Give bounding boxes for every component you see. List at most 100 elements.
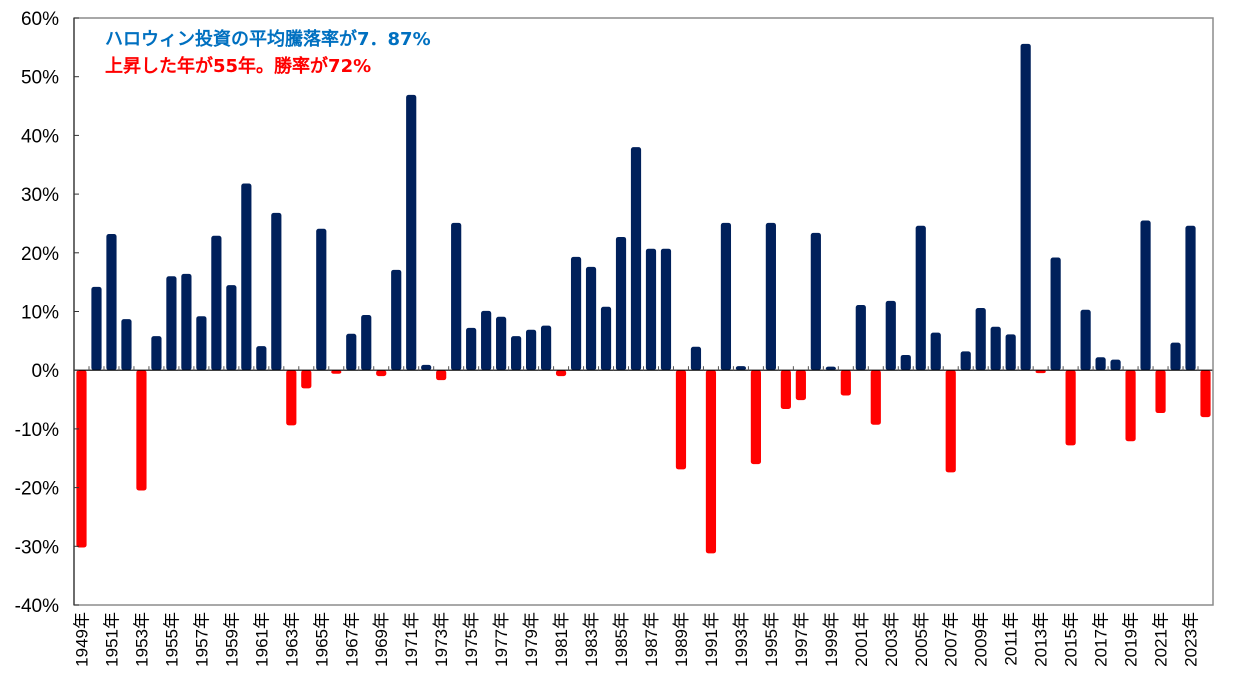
bar-1964 [301, 370, 312, 389]
bar-1996 [780, 370, 791, 409]
bar-1994 [750, 370, 761, 465]
x-tick-label: 2005年 [912, 612, 931, 667]
y-tick-label: -10% [15, 420, 59, 441]
bar-2001 [855, 305, 866, 371]
bar-1974 [451, 222, 462, 371]
bar-1975 [466, 327, 477, 371]
x-tick-label: 2007年 [942, 612, 961, 667]
x-tick-label: 2009年 [972, 612, 991, 667]
bar-1977 [496, 316, 507, 371]
x-tick-label: 1981年 [552, 612, 571, 667]
x-tick-label: 1969年 [372, 612, 391, 667]
bar-1971 [406, 94, 417, 371]
x-tick-label: 2015年 [1062, 612, 1081, 667]
bar-2024 [1200, 370, 1211, 418]
x-tick-label: 1987年 [642, 612, 661, 667]
bar-2006 [930, 332, 941, 371]
bar-2018 [1110, 359, 1121, 371]
bar-2004 [900, 354, 911, 371]
bar-1954 [151, 336, 162, 371]
bar-2016 [1080, 309, 1091, 371]
x-tick-label: 2011年 [1002, 612, 1021, 666]
y-tick-label: 10% [21, 303, 59, 324]
x-tick-label: 2017年 [1092, 612, 1111, 667]
bar-2023 [1185, 225, 1196, 371]
x-tick-label: 1965年 [312, 612, 331, 667]
bar-1989 [675, 370, 687, 470]
bar-2012 [1020, 43, 1031, 371]
bar-1981 [555, 370, 567, 377]
y-tick-label: 30% [21, 185, 59, 206]
annotation-average-return: ハロウィン投資の平均騰落率が7．87% [105, 29, 431, 50]
bar-1957 [196, 316, 207, 371]
annotation-win-rate: 上昇した年が55年。勝率が72% [105, 56, 372, 77]
bar-1962 [271, 212, 282, 371]
x-tick-label: 1955年 [162, 612, 181, 667]
x-tick-label: 1973年 [432, 612, 451, 667]
y-tick-label: -40% [15, 596, 59, 617]
bar-1951 [106, 234, 117, 371]
bar-1984 [600, 306, 612, 371]
x-tick-label: 2021年 [1152, 612, 1171, 667]
bar-1950 [91, 286, 102, 371]
bar-2011 [1005, 334, 1016, 371]
bar-1959 [226, 285, 237, 371]
x-labels-group: 1949年 1951年 1953年 1955年 1957年 1959年 1961年 1963年… [72, 612, 1200, 667]
bar-2013 [1035, 370, 1046, 374]
bar-1953 [136, 370, 147, 491]
bar-2022 [1170, 342, 1181, 371]
bar-2019 [1125, 370, 1136, 442]
bar-1969 [376, 370, 387, 377]
x-tick-label: 1991年 [702, 612, 721, 667]
bar-2010 [990, 326, 1001, 371]
bar-1988 [660, 248, 672, 371]
y-tick-label: 0% [32, 361, 60, 382]
x-tick-label: 1997年 [792, 612, 811, 667]
bar-1949 [76, 370, 87, 548]
x-tick-label: 1979年 [522, 612, 541, 667]
x-tick-label: 1957年 [192, 612, 211, 667]
x-tick-label: 1985年 [612, 612, 631, 667]
bar-2007 [945, 370, 956, 473]
bar-2005 [915, 225, 926, 371]
bar-1967 [346, 333, 357, 371]
x-tick-label: 1949年 [72, 612, 91, 667]
x-tick-label: 1951年 [102, 612, 121, 667]
bar-2008 [960, 351, 971, 371]
bar-2015 [1065, 370, 1076, 446]
bar-1997 [795, 370, 806, 401]
bar-1980 [540, 325, 552, 371]
x-tick-label: 1959年 [222, 612, 241, 667]
bar-1968 [361, 315, 372, 371]
x-tick-label: 1975年 [462, 612, 481, 667]
x-tick-label: 2023年 [1182, 612, 1201, 667]
x-tick-label: 2001年 [852, 612, 871, 667]
bar-1999 [825, 366, 836, 371]
bar-1998 [810, 232, 821, 371]
x-tick-label: 1999年 [822, 612, 841, 667]
x-tick-label: 1971年 [402, 612, 421, 667]
bar-2017 [1095, 357, 1106, 371]
y-tick-label: 40% [21, 126, 59, 147]
bar-1958 [211, 235, 222, 371]
bars-group [76, 43, 1211, 554]
x-tick-label: 1967年 [342, 612, 361, 667]
bar-1973 [436, 370, 447, 381]
bar-2003 [885, 300, 896, 371]
bar-1990 [690, 346, 702, 371]
x-tick-label: 2003年 [882, 612, 901, 667]
bar-2020 [1140, 220, 1151, 371]
bar-1976 [481, 310, 492, 371]
bar-2009 [975, 307, 986, 371]
bar-1960 [241, 183, 252, 371]
bar-1970 [391, 269, 402, 371]
bar-2014 [1050, 257, 1061, 371]
y-tick-label: -20% [15, 479, 59, 500]
bar-1987 [645, 248, 657, 371]
bar-1985 [615, 236, 627, 371]
bar-1965 [316, 228, 327, 371]
bar-1991 [705, 370, 717, 554]
bar-2021 [1155, 370, 1166, 414]
x-tick-label: 1983年 [582, 612, 601, 667]
